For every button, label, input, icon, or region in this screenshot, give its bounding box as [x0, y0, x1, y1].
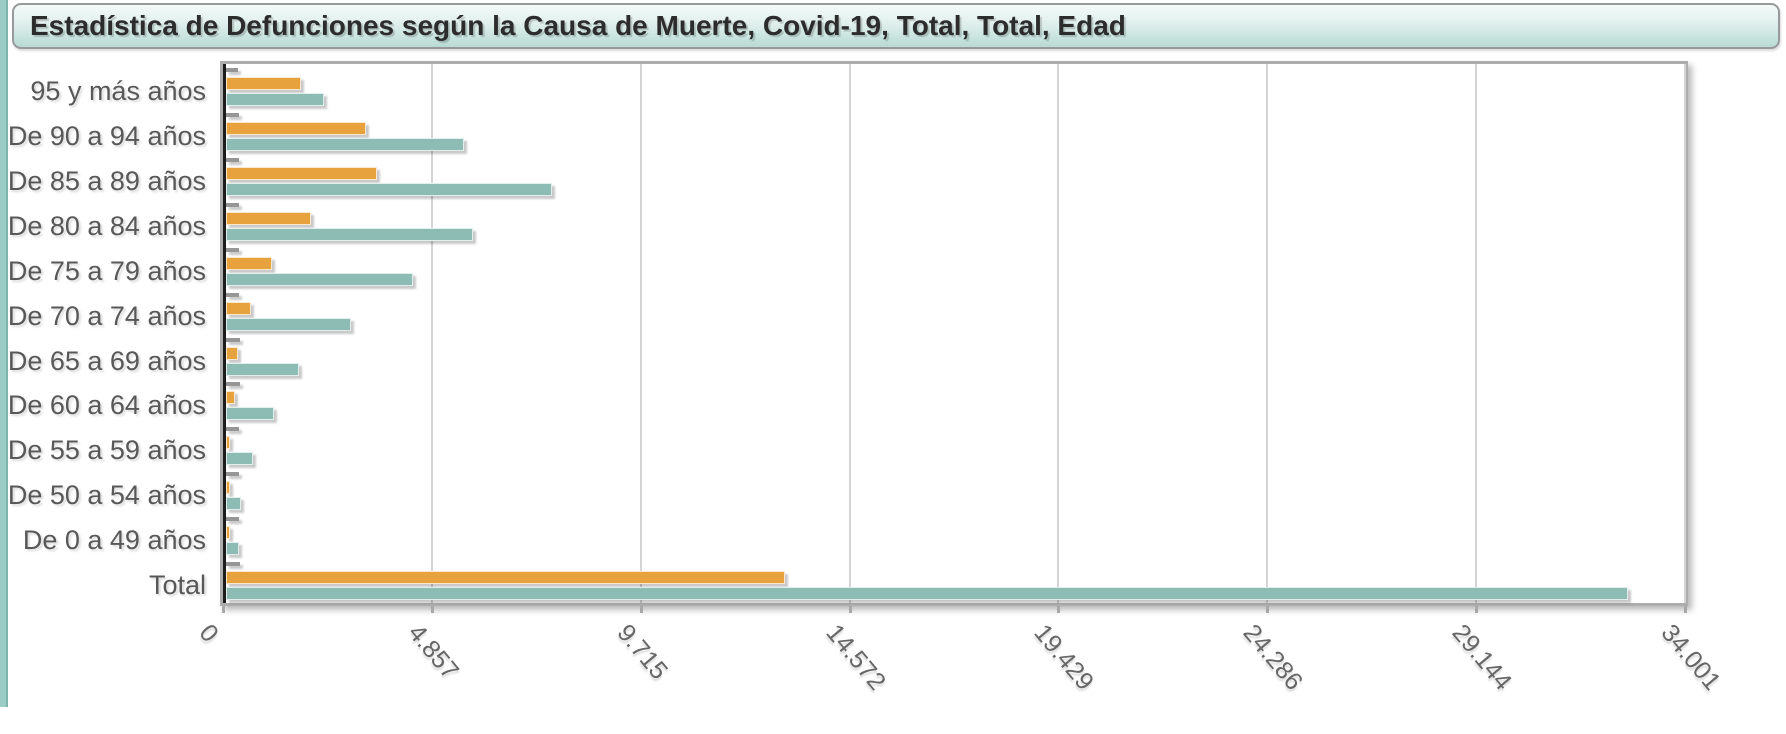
bar-gray: [226, 202, 239, 207]
category-label: De 85 a 89 años: [7, 165, 206, 196]
x-tick-label: 34.001: [1655, 619, 1727, 696]
bar-orange: [226, 391, 235, 405]
bar-gray: [226, 68, 238, 72]
bar-teal: [226, 227, 474, 241]
category-label: De 60 a 64 años: [7, 390, 206, 421]
bar-teal: [226, 362, 300, 376]
x-tick-label: 4.857: [402, 619, 465, 685]
bar-gray: [226, 292, 239, 297]
bar-orange: [226, 256, 273, 270]
chart-title: Estadística de Defunciones según la Caus…: [30, 10, 1126, 41]
category-label: De 0 a 49 años: [22, 525, 206, 556]
bar-gray: [226, 337, 240, 342]
page-left-border: [0, 0, 8, 707]
x-tick-label: 0: [193, 619, 224, 648]
bar-teal: [226, 542, 240, 556]
bar-gray: [226, 562, 240, 567]
bar-orange: [226, 571, 786, 585]
category-label: De 55 a 59 años: [7, 435, 206, 466]
gridline: [1266, 64, 1269, 603]
bar-teal: [226, 93, 324, 106]
category-label: De 65 a 69 años: [7, 345, 206, 376]
bar-teal: [226, 452, 254, 466]
bar-orange: [226, 301, 252, 315]
category-label: De 75 a 79 años: [7, 255, 206, 286]
x-tick-label: 29.144: [1446, 619, 1518, 696]
bar-orange: [226, 436, 231, 450]
gridline: [1684, 64, 1686, 603]
y-axis-line: [223, 64, 226, 603]
x-tick-mark: [1475, 606, 1479, 613]
bar-gray: [226, 247, 239, 252]
bar-gray: [226, 427, 240, 432]
bar-orange: [226, 77, 302, 90]
bar-orange: [226, 166, 377, 180]
bar-teal: [226, 137, 464, 151]
bar-orange: [226, 211, 312, 225]
x-tick-mark: [430, 606, 434, 613]
bar-teal: [226, 272, 413, 286]
bar-gray: [226, 472, 240, 477]
bar-orange: [226, 481, 231, 495]
bar-teal: [226, 587, 1628, 601]
category-label: De 80 a 84 años: [7, 210, 206, 241]
bar-gray: [226, 112, 239, 117]
gridline: [639, 64, 642, 603]
x-tick-label: 19.429: [1028, 619, 1100, 696]
x-tick-mark: [1057, 606, 1061, 613]
x-tick-mark: [1684, 606, 1687, 613]
gridline: [848, 64, 851, 603]
bar-gray: [226, 517, 239, 522]
x-tick-label: 9.715: [611, 619, 673, 685]
bar-teal: [226, 317, 351, 331]
category-label: De 90 a 94 años: [7, 120, 206, 151]
bar-teal: [226, 497, 241, 511]
x-tick-label: 24.286: [1237, 619, 1309, 696]
gridline: [1475, 64, 1478, 603]
gridline: [1057, 64, 1060, 603]
bar-orange: [226, 121, 366, 135]
x-tick-mark: [639, 606, 643, 613]
bar-teal: [226, 407, 275, 421]
x-tick-mark: [848, 606, 852, 613]
bar-teal: [226, 182, 553, 196]
x-tick-label: 14.572: [820, 619, 891, 696]
bar-orange: [226, 346, 238, 360]
x-tick-mark: [1266, 606, 1270, 613]
category-label: De 70 a 74 años: [7, 300, 206, 331]
category-label: Total: [148, 570, 206, 601]
chart-title-bar: Estadística de Defunciones según la Caus…: [12, 3, 1780, 49]
category-label: De 50 a 54 años: [7, 480, 206, 511]
plot-area: [220, 61, 1688, 606]
bar-gray: [226, 382, 240, 387]
bar-orange: [226, 526, 230, 540]
gridline: [430, 64, 433, 603]
bar-gray: [226, 157, 239, 162]
category-label: 95 y más años: [30, 76, 206, 106]
x-tick-mark: [222, 606, 225, 613]
